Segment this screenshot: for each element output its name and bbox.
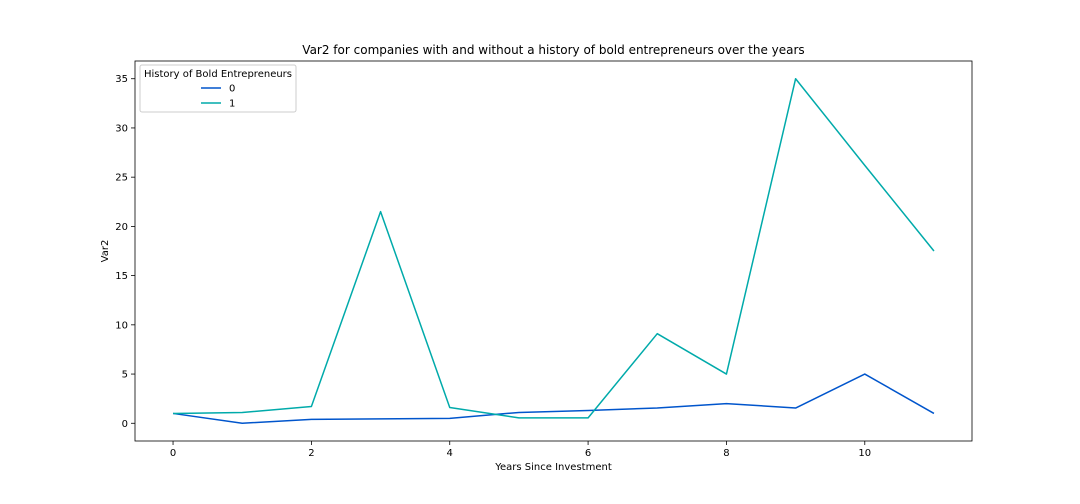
legend-label-1: 1 xyxy=(229,99,235,110)
y-tick-label: 10 xyxy=(115,320,128,331)
y-axis: 0 5 10 15 20 25 30 35 xyxy=(115,74,135,430)
x-axis-label: Years Since Investment xyxy=(494,462,612,473)
x-tick-label: 4 xyxy=(447,448,453,459)
legend-items: 01 xyxy=(201,84,235,110)
legend: History of Bold Entrepreneurs 01 xyxy=(139,64,297,113)
x-tick-label: 10 xyxy=(858,448,871,459)
series-layer xyxy=(172,77,935,425)
y-tick-label: 30 xyxy=(115,123,128,134)
y-tick-label: 35 xyxy=(115,74,128,85)
y-tick-label: 25 xyxy=(115,173,128,184)
y-tick-label: 20 xyxy=(115,222,128,233)
x-tick-label: 6 xyxy=(585,448,591,459)
series-line-0 xyxy=(172,373,935,425)
y-axis-label: Var2 xyxy=(100,240,111,263)
x-tick-label: 0 xyxy=(170,448,176,459)
chart-title: Var2 for companies with and without a hi… xyxy=(302,43,804,57)
y-tick-label: 5 xyxy=(122,370,128,381)
plot-frame xyxy=(134,60,973,442)
series-line-1 xyxy=(173,77,935,419)
x-axis: 0 2 4 6 8 10 xyxy=(170,441,871,459)
legend-title: History of Bold Entrepreneurs xyxy=(144,69,292,80)
y-tick-label: 15 xyxy=(115,271,128,282)
legend-label-0: 0 xyxy=(229,84,235,95)
x-tick-label: 2 xyxy=(308,448,314,459)
y-tick-label: 0 xyxy=(122,419,128,430)
x-tick-label: 8 xyxy=(723,448,729,459)
